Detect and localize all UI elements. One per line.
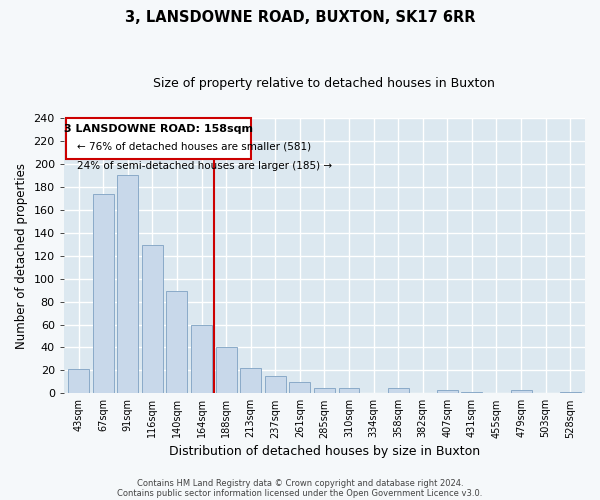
Bar bbox=[118, 176, 138, 394]
Text: 24% of semi-detached houses are larger (185) →: 24% of semi-detached houses are larger (… bbox=[77, 160, 332, 170]
Y-axis label: Number of detached properties: Number of detached properties bbox=[15, 162, 28, 348]
Text: 3, LANSDOWNE ROAD, BUXTON, SK17 6RR: 3, LANSDOWNE ROAD, BUXTON, SK17 6RR bbox=[125, 10, 475, 25]
Bar bbox=[191, 324, 212, 394]
Bar bbox=[289, 382, 310, 394]
Bar bbox=[461, 392, 482, 394]
Title: Size of property relative to detached houses in Buxton: Size of property relative to detached ho… bbox=[154, 78, 496, 90]
Bar bbox=[511, 390, 532, 394]
Text: ← 76% of detached houses are smaller (581): ← 76% of detached houses are smaller (58… bbox=[77, 142, 311, 152]
Bar bbox=[338, 388, 359, 394]
Bar bbox=[388, 388, 409, 394]
Text: Contains HM Land Registry data © Crown copyright and database right 2024.: Contains HM Land Registry data © Crown c… bbox=[137, 478, 463, 488]
Text: Contains public sector information licensed under the Open Government Licence v3: Contains public sector information licen… bbox=[118, 488, 482, 498]
X-axis label: Distribution of detached houses by size in Buxton: Distribution of detached houses by size … bbox=[169, 444, 480, 458]
Bar bbox=[314, 388, 335, 394]
Bar bbox=[215, 348, 236, 394]
Bar bbox=[142, 246, 163, 394]
Text: 3 LANSDOWNE ROAD: 158sqm: 3 LANSDOWNE ROAD: 158sqm bbox=[64, 124, 253, 134]
Bar bbox=[166, 291, 187, 394]
FancyBboxPatch shape bbox=[66, 118, 251, 160]
Bar bbox=[240, 368, 261, 394]
Bar bbox=[68, 369, 89, 394]
Bar bbox=[93, 194, 113, 394]
Bar bbox=[437, 390, 458, 394]
Bar bbox=[560, 392, 581, 394]
Bar bbox=[265, 376, 286, 394]
